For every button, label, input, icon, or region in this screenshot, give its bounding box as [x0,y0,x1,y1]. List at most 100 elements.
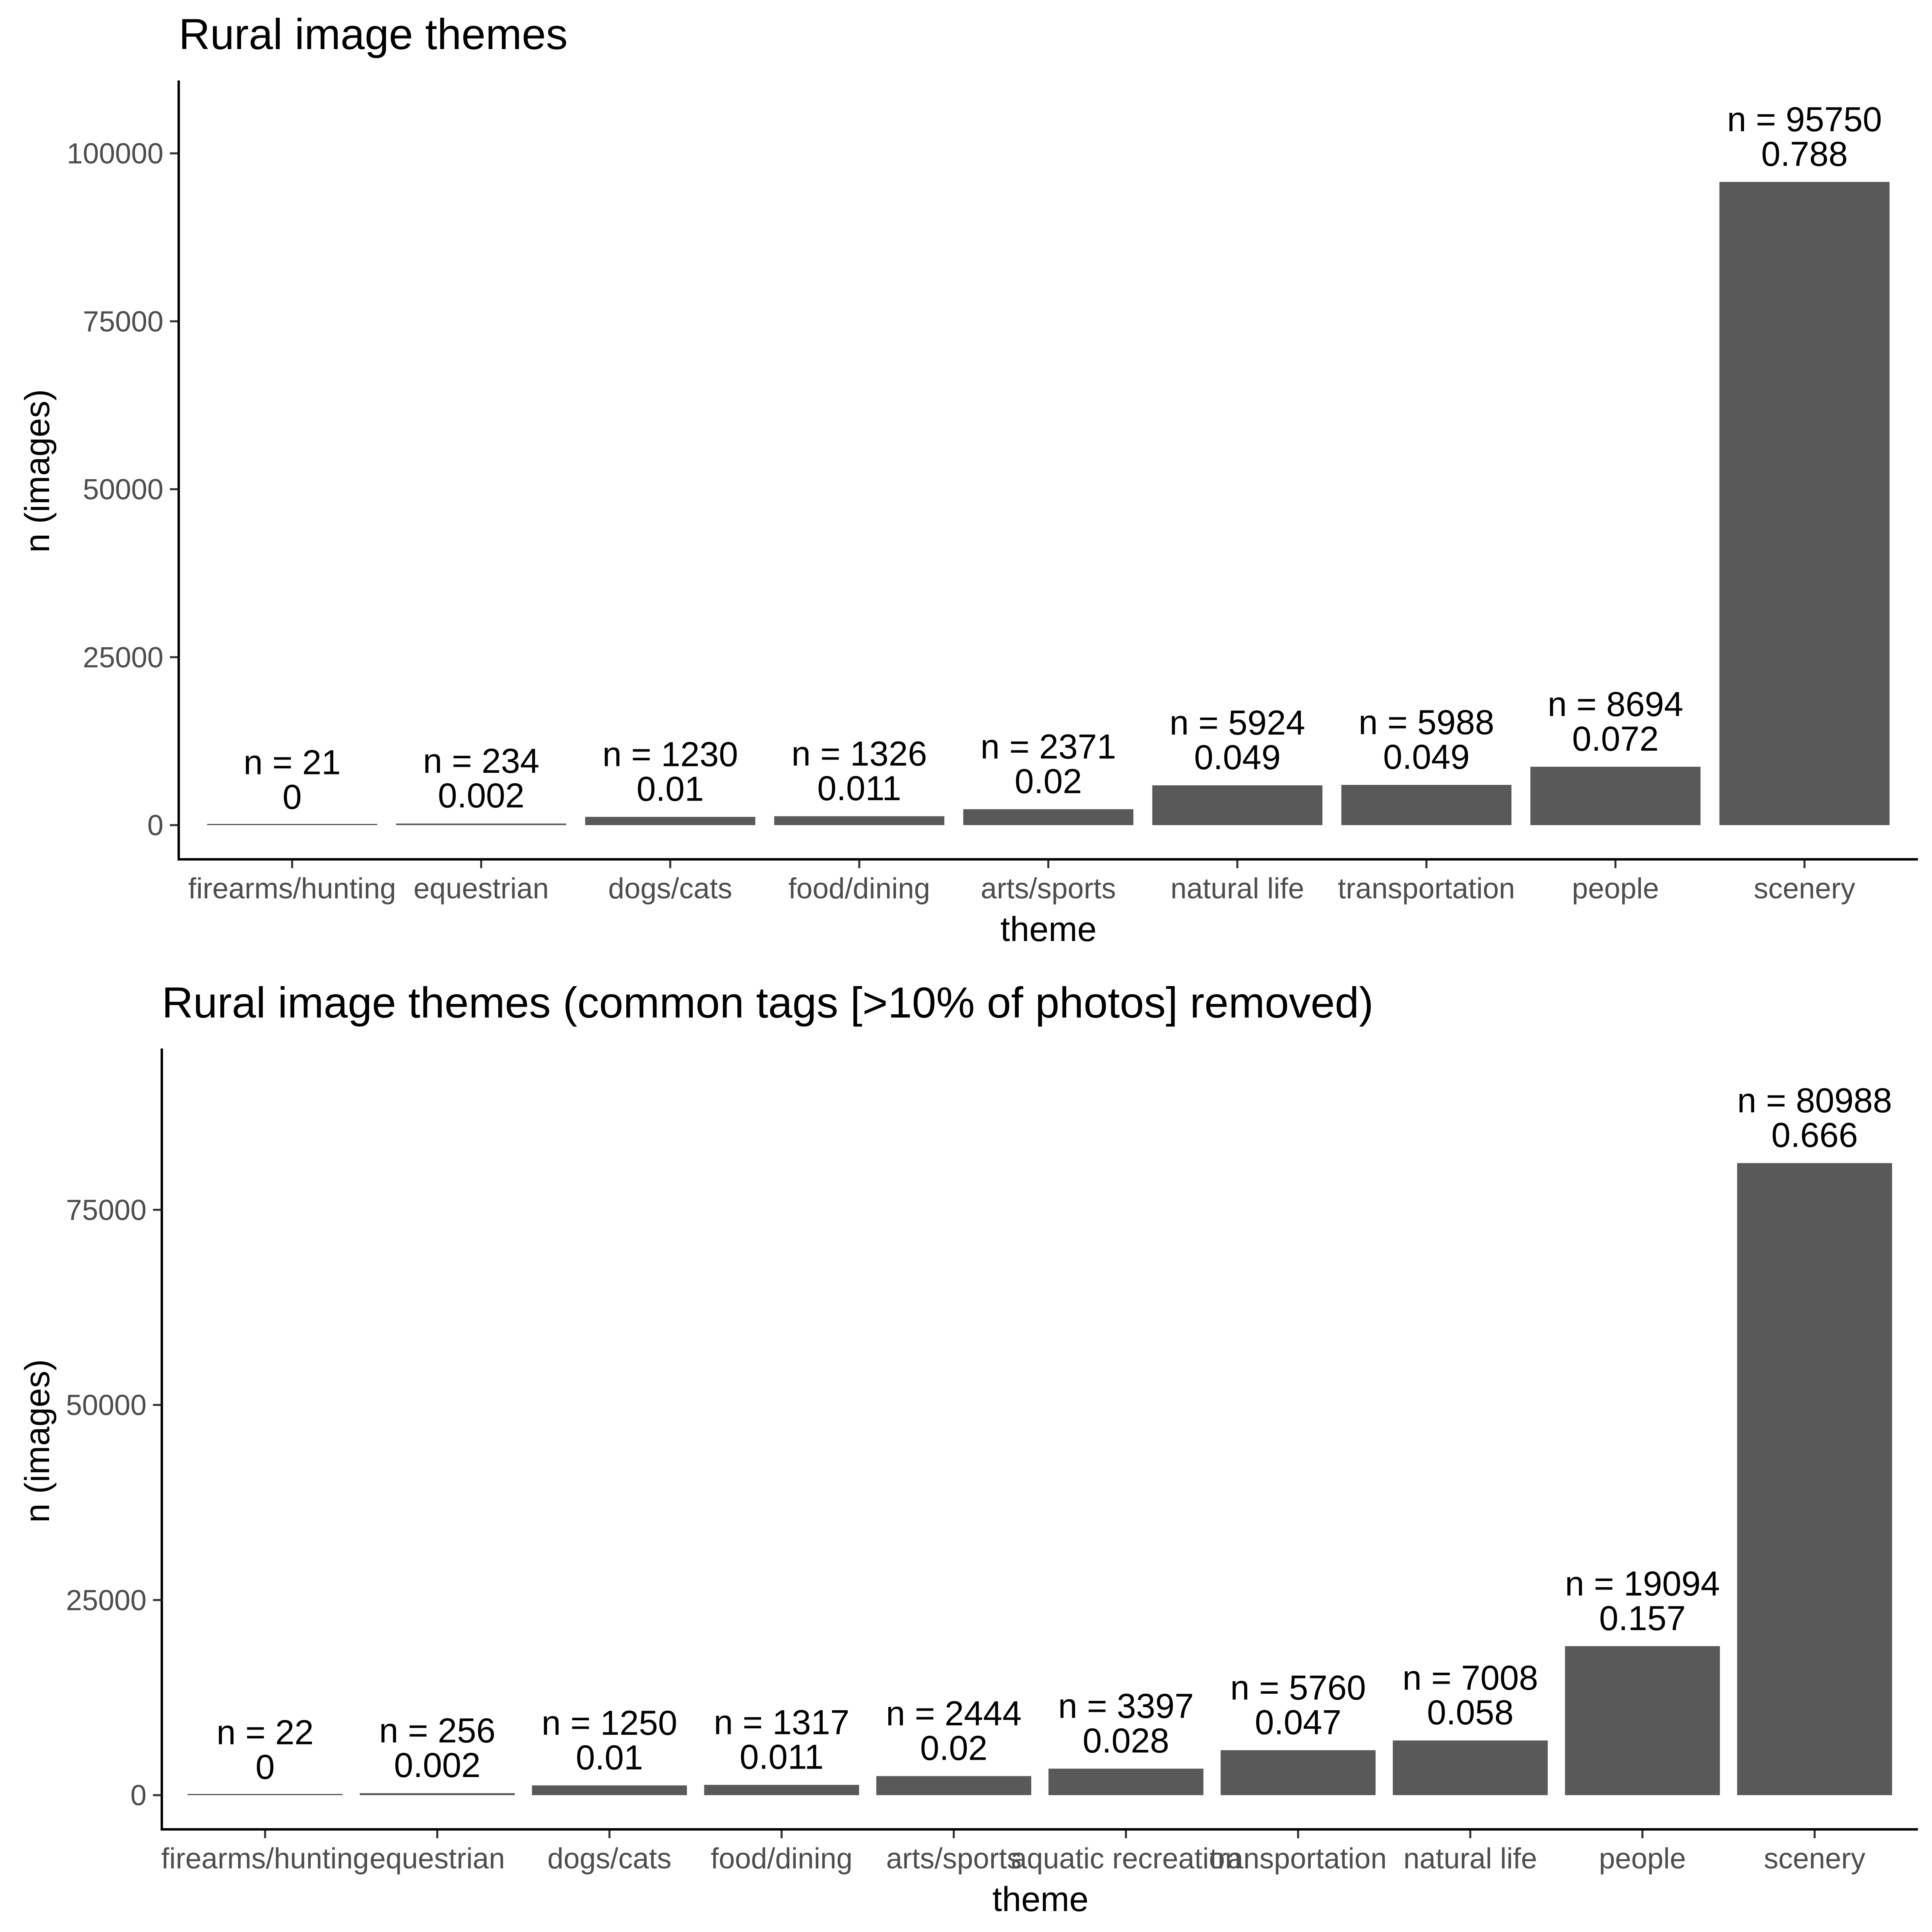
chart-1-bar [396,824,566,825]
chart-1-x-tick-label: scenery [1754,873,1855,905]
chart-1-bar-count-label: n = 21 [244,743,341,782]
chart-2-bar-count-label: n = 1250 [542,1704,677,1742]
chart-2-y-tick-label: 75000 [66,1194,147,1226]
chart-2-bar-count-label: n = 22 [217,1713,314,1752]
chart-1-bar-proportion-label: 0.002 [438,776,524,815]
chart-1-bar-count-label: n = 1326 [791,735,927,773]
chart-1-title: Rural image themes [179,10,568,58]
chart-2-title: Rural image themes (common tags [>10% of… [162,978,1373,1027]
chart-1-bar [1719,182,1890,825]
chart-1-y-axis-title: n (images) [18,389,57,553]
chart-2-x-tick-label: firearms/hunting [161,1843,369,1875]
chart-1-bar [585,817,755,825]
chart-1-bar-count-label: n = 95750 [1727,100,1882,139]
chart-1-bar [963,809,1133,825]
chart-1-x-tick-label: equestrian [413,873,549,905]
chart-2-bar-count-label: n = 7008 [1402,1659,1538,1697]
chart-2-bar-count-label: n = 3397 [1058,1687,1194,1726]
chart-2-x-tick-label: natural life [1404,1843,1537,1875]
chart-1-y-tick-label: 0 [147,809,163,842]
chart-1-x-tick-label: dogs/cats [608,873,732,905]
chart-2-bar [704,1785,859,1795]
chart-1-bar-proportion-label: 0.788 [1761,135,1848,173]
chart-1-bar [774,816,945,825]
chart-1-y-tick-label: 25000 [83,642,163,674]
chart-1-bar [1152,785,1323,825]
chart-1-x-axis-title: theme [1000,910,1096,949]
chart-2-bar-proportion-label: 0.666 [1771,1116,1858,1155]
chart-1-bar [1341,785,1512,825]
chart-1-bar-proportion-label: 0.072 [1572,720,1659,758]
chart-2-bar [188,1794,343,1795]
chart-2-bar [359,1793,515,1795]
chart-1-y-tick-label: 50000 [83,474,163,506]
chart-2-bar [1737,1163,1892,1795]
chart-1-y-tick-label: 100000 [67,138,163,170]
chart-2-y-tick-label: 50000 [66,1389,147,1422]
chart-1-y-axis-ticks: 0 25000 50000 75000 100000 [67,138,179,842]
chart-1-x-tick-label: people [1572,873,1659,905]
chart-1-bar [1530,766,1701,825]
chart-1-x-axis-ticks: firearms/hunting equestrian dogs/cats food/… [188,859,1855,905]
chart-1-bar-count-label: n = 8694 [1548,685,1683,724]
chart-2-x-axis-ticks: firearms/hunting equestrian dogs/cats food/… [161,1829,1865,1875]
chart-1-bar-count-label: n = 234 [423,742,539,780]
chart-1-bar-count-label: n = 1230 [603,735,738,774]
chart-2-bar-proportion-label: 0.028 [1083,1721,1169,1760]
chart-2-bar-proportion-label: 0.011 [739,1738,824,1776]
chart-1-x-tick-label: natural life [1170,873,1304,905]
chart-2-x-axis-title: theme [992,1880,1088,1919]
chart-2-bar-count-label: n = 5760 [1230,1668,1366,1707]
chart-2-x-tick-label: people [1599,1843,1686,1875]
chart-2-bar-proportion-label: 0.002 [394,1746,481,1785]
chart-2-bars [188,1163,1892,1795]
chart-1-x-tick-label: firearms/hunting [188,873,396,905]
chart-1-bar-proportion-label: 0.02 [1015,762,1082,801]
chart-2-x-tick-label: scenery [1764,1843,1865,1875]
chart-2-x-tick-label: arts/sports [886,1843,1022,1875]
chart-2-bar-proportion-label: 0.058 [1427,1693,1513,1732]
chart-1-bars [207,182,1890,825]
chart-1-bar-proportion-label: 0.011 [817,769,901,808]
chart-panel-2: Rural image themes (common tags [>10% of… [18,978,1918,1919]
chart-2-bar-count-label: n = 256 [379,1711,495,1750]
chart-1-x-tick-label: food/dining [788,873,930,905]
chart-2-bar-proportion-label: 0.047 [1255,1703,1342,1742]
chart-2-bar [1393,1740,1548,1795]
chart-1-bar-proportion-label: 0 [283,778,302,817]
chart-2-bar-count-label: n = 1317 [714,1703,849,1742]
chart-2-bar [1220,1750,1376,1795]
chart-2-bar [1048,1769,1203,1795]
chart-1-bar-proportion-label: 0.01 [636,770,704,808]
chart-2-y-axis-ticks: 0 25000 50000 75000 [66,1194,162,1812]
chart-2-y-axis-title: n (images) [18,1359,57,1523]
chart-1-x-tick-label: arts/sports [980,873,1116,905]
chart-panel-1: Rural image themes n (images) theme 0 250… [18,10,1918,949]
chart-2-x-tick-label: transportation [1210,1843,1387,1875]
chart-2-bar-proportion-label: 0.02 [920,1729,987,1768]
chart-2-bar [876,1776,1032,1795]
chart-2-x-tick-label: equestrian [369,1843,505,1875]
chart-1-bar-proportion-label: 0.049 [1194,738,1281,777]
chart-2-bar [1565,1646,1720,1795]
chart-2-bar-count-label: n = 2444 [886,1695,1022,1733]
chart-2-x-tick-label: food/dining [711,1843,852,1875]
chart-1-bar-proportion-label: 0.049 [1383,738,1470,776]
chart-2-bar-proportion-label: 0.157 [1599,1599,1686,1638]
chart-1-bar-count-label: n = 5924 [1170,704,1305,742]
chart-1-y-tick-label: 75000 [83,305,163,338]
chart-2-y-tick-label: 25000 [66,1584,147,1616]
chart-1-bar-count-label: n = 5988 [1358,703,1494,742]
chart-2-x-tick-label: dogs/cats [547,1843,671,1875]
chart-2-bar-count-label: n = 80988 [1737,1082,1892,1120]
chart-1-x-tick-label: transportation [1338,873,1515,905]
chart-1-bar-count-label: n = 2371 [980,727,1116,766]
chart-2-x-tick-label: aquatic recreation [1011,1843,1241,1875]
chart-2-bar-proportion-label: 0.01 [576,1738,643,1777]
chart-2-bar-proportion-label: 0 [256,1748,275,1787]
chart-2-y-tick-label: 0 [130,1779,147,1812]
